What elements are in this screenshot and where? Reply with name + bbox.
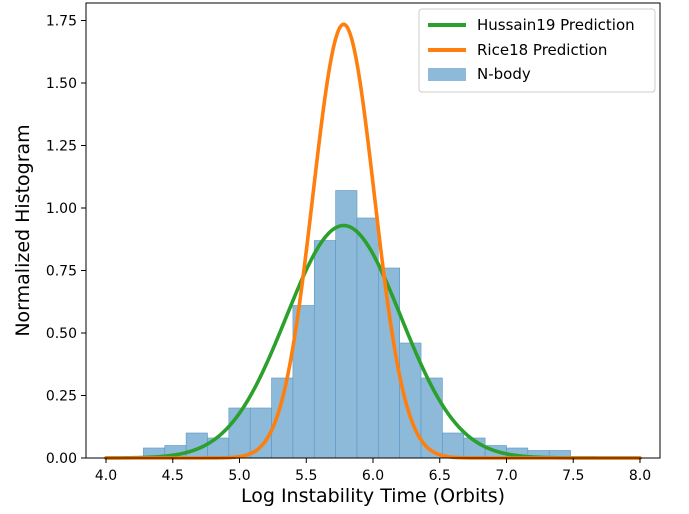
histogram-bar [356, 217, 379, 459]
y-tick-label: 0.50 [46, 326, 77, 342]
legend: Hussain19 Prediction Rice18 Prediction N… [418, 8, 656, 93]
x-axis-ticks: 4.0 4.5 5.0 5.5 6.0 6.5 7.0 7.5 8.0 [95, 458, 651, 484]
legend-label-rice18: Rice18 Prediction [477, 41, 607, 59]
x-tick-label: 6.0 [362, 468, 384, 484]
legend-swatch-nbody [428, 68, 466, 81]
y-tick-label: 0.75 [46, 264, 77, 280]
x-axis-label: Log Instability Time (Orbits) [241, 485, 505, 507]
x-tick-label: 6.5 [429, 468, 451, 484]
x-tick-label: 4.5 [162, 468, 184, 484]
y-tick-label: 0.25 [46, 389, 77, 405]
y-tick-label: 1.25 [46, 139, 77, 155]
histogram-bar [313, 240, 336, 459]
legend-box [418, 8, 656, 93]
y-tick-label: 0.00 [46, 451, 77, 467]
y-axis-label: Normalized Histogram [12, 124, 34, 336]
x-tick-label: 7.5 [562, 468, 584, 484]
legend-label-hussain19: Hussain19 Prediction [477, 16, 635, 34]
x-tick-label: 4.0 [95, 468, 117, 484]
histogram-bar [442, 432, 465, 459]
x-tick-label: 8.0 [629, 468, 651, 484]
y-tick-label: 1.75 [46, 14, 77, 30]
y-axis-ticks: 0.00 0.25 0.50 0.75 1.00 1.25 1.50 1.75 [46, 14, 86, 467]
legend-label-nbody: N-body [477, 65, 531, 83]
y-tick-label: 1.00 [46, 201, 77, 217]
y-tick-label: 1.50 [46, 76, 77, 92]
x-tick-label: 7.0 [495, 468, 517, 484]
x-tick-label: 5.0 [228, 468, 250, 484]
x-tick-label: 5.5 [295, 468, 317, 484]
